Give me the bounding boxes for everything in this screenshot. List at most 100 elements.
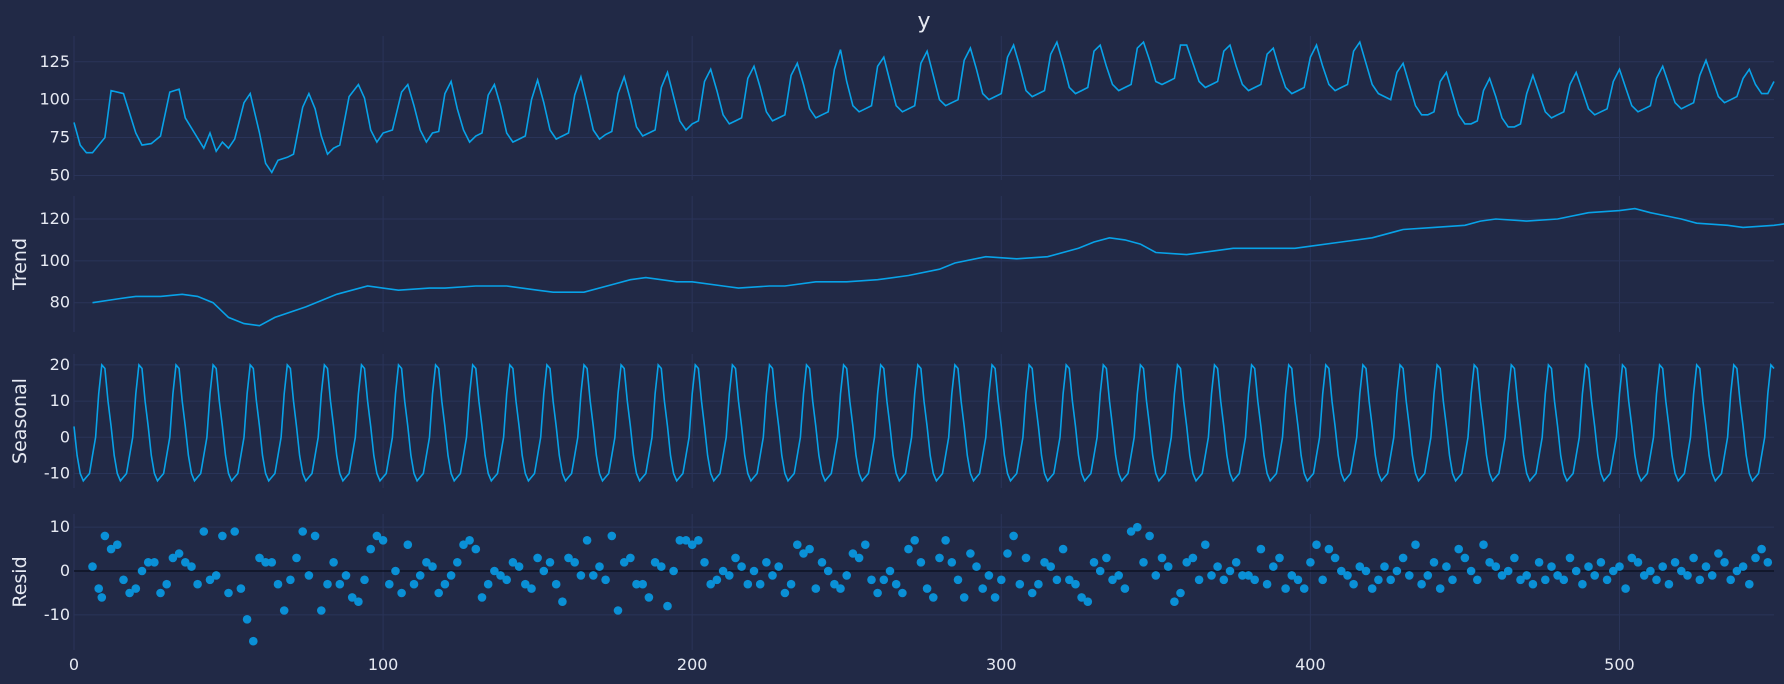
y-tick-label: 75 <box>50 128 70 147</box>
resid-point <box>823 566 833 576</box>
resid-point <box>1522 571 1531 580</box>
resid-point <box>1392 566 1402 576</box>
resid-point <box>1052 575 1062 585</box>
resid-point <box>545 558 555 567</box>
resid-point <box>805 544 814 554</box>
resid-point <box>1015 579 1025 589</box>
resid-point <box>1312 540 1321 549</box>
resid-point <box>1046 562 1055 571</box>
resid-point <box>422 558 431 567</box>
resid-point <box>941 536 950 545</box>
y-tick-label: 100 <box>39 90 70 109</box>
resid-point <box>347 593 357 602</box>
resid-point <box>1633 558 1643 567</box>
y-tick-label: 0 <box>60 561 70 580</box>
x-axis: 0 100 200 300 400 500 <box>69 655 1635 674</box>
resid-point <box>150 558 159 567</box>
resid-point <box>1287 571 1297 580</box>
resid-point <box>168 553 178 563</box>
resid-point <box>459 540 468 549</box>
resid-point <box>675 536 685 545</box>
resid-point <box>916 558 926 567</box>
resid-point <box>502 575 512 585</box>
resid-point <box>1405 571 1414 580</box>
resid-point <box>483 579 493 589</box>
y-tick-label: 20 <box>50 355 70 374</box>
resid-point <box>1009 531 1018 541</box>
resid-point <box>310 531 320 541</box>
resid-point <box>521 579 530 589</box>
resid-point <box>898 588 907 598</box>
resid-point <box>1219 575 1229 585</box>
x-tick-label: 400 <box>1295 655 1326 674</box>
resid-point <box>607 531 617 541</box>
y-tick-label: -10 <box>44 464 70 483</box>
resid-point <box>88 562 97 571</box>
resid-point <box>1343 571 1352 580</box>
resid-point <box>1108 575 1117 585</box>
resid-point <box>830 579 839 589</box>
resid-point <box>304 571 314 580</box>
resid-point <box>97 593 107 602</box>
resid-point <box>1707 571 1717 580</box>
resid-point <box>1021 553 1031 563</box>
resid-point <box>1040 558 1049 567</box>
resid-point <box>953 575 963 585</box>
resid-point <box>1751 553 1760 563</box>
resid-point <box>1306 558 1315 567</box>
resid-point <box>1590 571 1599 580</box>
resid-point <box>966 549 975 558</box>
resid-point <box>106 544 116 554</box>
resid-point <box>786 579 796 589</box>
resid-point <box>1176 588 1185 598</box>
resid-point <box>298 527 308 536</box>
x-tick-label: 0 <box>69 655 79 674</box>
resid-point <box>1262 579 1272 589</box>
resid-point <box>1442 562 1451 571</box>
resid-point <box>1714 549 1723 558</box>
resid-point <box>774 562 783 571</box>
resid-point <box>879 575 889 585</box>
resid-point <box>1695 575 1705 585</box>
resid-point <box>187 562 196 571</box>
resid-point <box>1058 544 1068 554</box>
resid-point <box>780 588 790 598</box>
resid-point <box>1269 562 1278 571</box>
resid-point <box>613 606 623 615</box>
resid-point <box>929 593 938 602</box>
resid-point <box>558 597 567 606</box>
y-tick-label: 0 <box>60 427 70 446</box>
resid-point <box>632 579 641 589</box>
resid-point <box>1745 579 1754 589</box>
resid-point <box>378 536 388 545</box>
resid-point <box>1491 562 1501 571</box>
resid-point <box>1683 571 1692 580</box>
resid-point <box>1318 575 1327 585</box>
resid-point <box>199 527 209 536</box>
resid-point <box>205 575 215 585</box>
resid-point <box>335 579 345 589</box>
resid-point <box>1652 575 1661 585</box>
observed-series-line <box>73 39 1775 174</box>
resid-point <box>453 558 462 567</box>
resid-point <box>1398 553 1408 563</box>
resid-point <box>1139 558 1148 567</box>
resid-point <box>409 579 419 589</box>
resid-point <box>1355 562 1365 571</box>
resid-point <box>1602 575 1612 585</box>
resid-point <box>1151 571 1161 580</box>
resid-point <box>681 536 691 545</box>
resid-point <box>440 579 450 589</box>
resid-point <box>718 566 728 576</box>
panel-trend: 80 100 120 Trend <box>9 196 1784 332</box>
y-axis-label: Resid <box>9 556 31 607</box>
resid-point <box>1380 562 1389 571</box>
resid-point <box>762 558 771 567</box>
resid-point <box>737 562 746 571</box>
resid-point <box>1466 566 1476 576</box>
resid-point <box>984 571 994 580</box>
resid-point <box>193 579 202 589</box>
resid-point <box>904 544 913 554</box>
resid-point <box>385 579 394 589</box>
resid-point <box>1293 575 1303 585</box>
